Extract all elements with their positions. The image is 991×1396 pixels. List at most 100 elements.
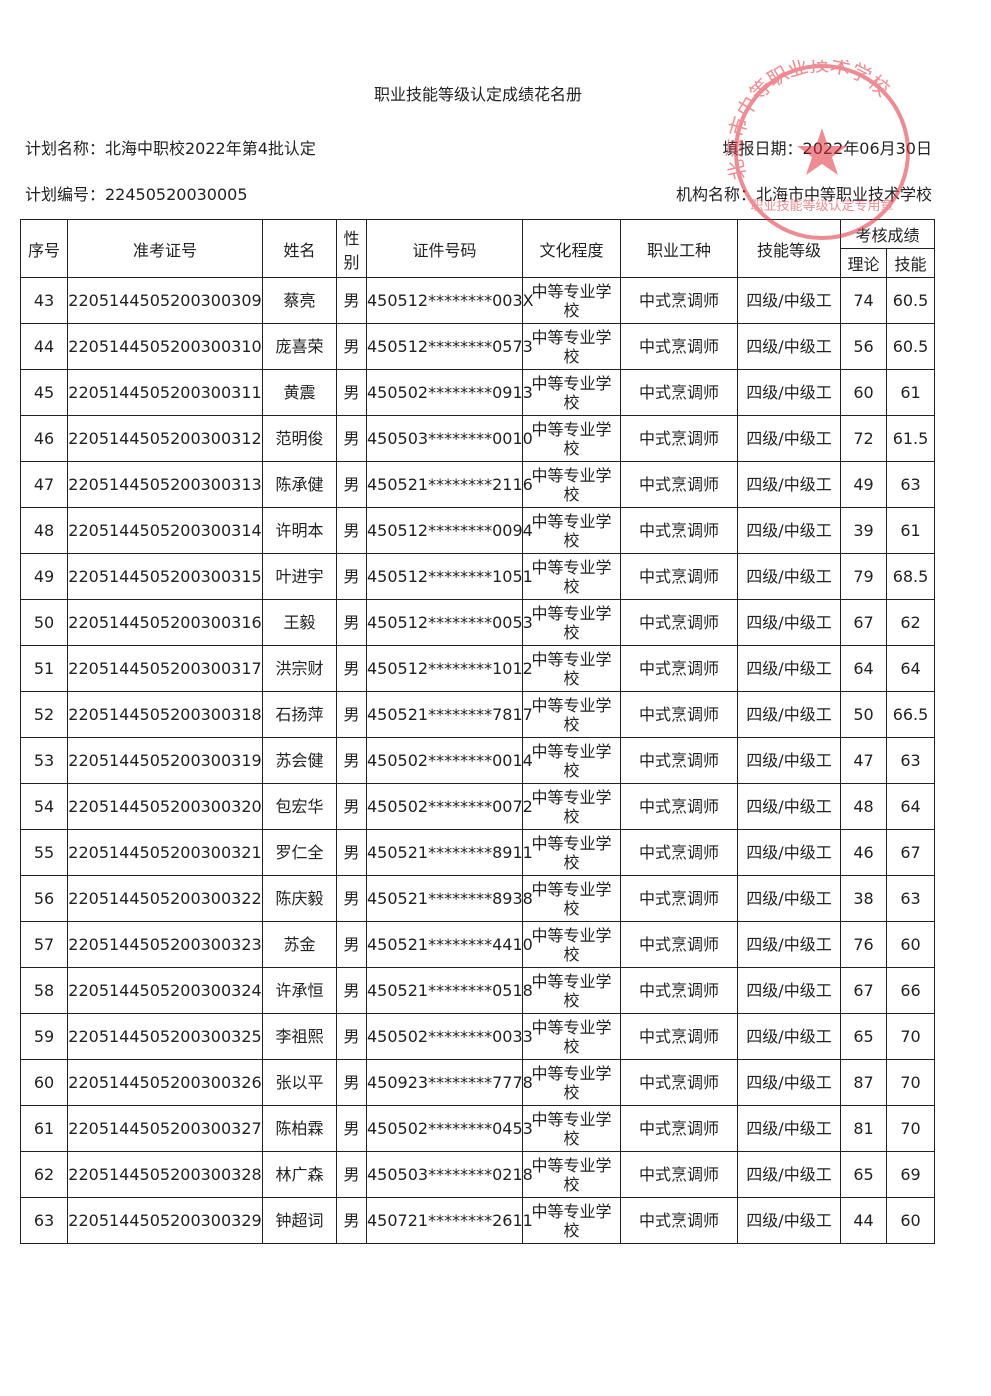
table-cell: 男 bbox=[336, 599, 367, 646]
table-cell: 中式烹调师 bbox=[620, 507, 738, 554]
table-cell: 2205144505200300313 bbox=[67, 461, 263, 508]
table-cell: 69 bbox=[885, 1151, 936, 1198]
table-cell: 中等专业学校 bbox=[522, 1197, 621, 1244]
table-cell: 中等专业学校 bbox=[522, 691, 621, 738]
table-cell: 450521********2116 bbox=[366, 461, 533, 508]
table-cell: 450512********1051 bbox=[366, 553, 533, 600]
table-cell: 450503********0218 bbox=[366, 1151, 533, 1198]
table-cell: 中等专业学校 bbox=[522, 1105, 621, 1152]
table-cell: 76 bbox=[840, 921, 887, 968]
table-cell: 四级/中级工 bbox=[737, 1059, 841, 1106]
table-cell: 中式烹调师 bbox=[620, 875, 738, 922]
table-cell: 中式烹调师 bbox=[620, 829, 738, 876]
table-cell: 2205144505200300324 bbox=[67, 967, 263, 1014]
table-cell: 59 bbox=[20, 1013, 68, 1060]
table-cell: 许明本 bbox=[262, 507, 337, 554]
table-row: 44 2205144505200300310 庞喜荣男 450512********0… bbox=[20, 323, 936, 370]
table-cell: 2205144505200300317 bbox=[67, 645, 263, 692]
header-row: 序号 准考证号 姓名 性别 证件号码 文化程度 职业工种 技能等级 考核成绩 bbox=[20, 219, 936, 278]
table-cell: 张以平 bbox=[262, 1059, 337, 1106]
table-cell: 65 bbox=[840, 1013, 887, 1060]
table-cell: 61 bbox=[885, 369, 936, 416]
table-cell: 60.5 bbox=[885, 323, 936, 370]
table-cell: 四级/中级工 bbox=[737, 967, 841, 1014]
table-cell: 中等专业学校 bbox=[522, 553, 621, 600]
table-cell: 51 bbox=[20, 645, 68, 692]
table-cell: 60 bbox=[885, 1197, 936, 1244]
table-cell: 79 bbox=[840, 553, 887, 600]
table-cell: 钟超词 bbox=[262, 1197, 337, 1244]
table-cell: 洪宗财 bbox=[262, 645, 337, 692]
table-cell: 中等专业学校 bbox=[522, 415, 621, 462]
table-cell: 叶进宇 bbox=[262, 553, 337, 600]
table-cell: 中式烹调师 bbox=[620, 645, 738, 692]
table-cell: 55 bbox=[20, 829, 68, 876]
table-row: 62 2205144505200300328 林广森男 450503********0… bbox=[20, 1151, 936, 1198]
table-row: 63 2205144505200300329 钟超词男 450721********2… bbox=[20, 1197, 936, 1244]
table-cell: 450521********0518 bbox=[366, 967, 533, 1014]
table-cell: 47 bbox=[840, 737, 887, 784]
column-header: 考核成绩 bbox=[839, 219, 936, 249]
table-cell: 2205144505200300314 bbox=[67, 507, 263, 554]
table-cell: 男 bbox=[336, 323, 367, 370]
table-cell: 中式烹调师 bbox=[620, 737, 738, 784]
table-cell: 苏金 bbox=[262, 921, 337, 968]
table-row: 51 2205144505200300317 洪宗财男 450512********1… bbox=[20, 645, 936, 692]
table-cell: 68.5 bbox=[885, 553, 936, 600]
table-cell: 46 bbox=[20, 415, 68, 462]
table-row: 58 2205144505200300324 许承恒男 450521********0… bbox=[20, 967, 936, 1014]
table-row: 53 2205144505200300319 苏会健男 450502********0… bbox=[20, 737, 936, 784]
subcolumn-header: 技能 bbox=[885, 248, 936, 278]
table-cell: 56 bbox=[20, 875, 68, 922]
table-cell: 中等专业学校 bbox=[522, 645, 621, 692]
table-cell: 67 bbox=[840, 599, 887, 646]
table-cell: 60 bbox=[20, 1059, 68, 1106]
table-cell: 男 bbox=[336, 277, 367, 324]
table-cell: 男 bbox=[336, 461, 367, 508]
table-cell: 44 bbox=[840, 1197, 887, 1244]
table-cell: 范明俊 bbox=[262, 415, 337, 462]
table-cell: 陈庆毅 bbox=[262, 875, 337, 922]
table-cell: 2205144505200300319 bbox=[67, 737, 263, 784]
table-cell: 81 bbox=[840, 1105, 887, 1152]
table-cell: 中式烹调师 bbox=[620, 599, 738, 646]
table-cell: 450512********1012 bbox=[366, 645, 533, 692]
table-cell: 39 bbox=[840, 507, 887, 554]
table-cell: 58 bbox=[20, 967, 68, 1014]
table-cell: 中等专业学校 bbox=[522, 507, 621, 554]
table-cell: 四级/中级工 bbox=[737, 783, 841, 830]
table-cell: 450721********2611 bbox=[366, 1197, 533, 1244]
table-row: 50 2205144505200300316 王毅男 450512********00… bbox=[20, 599, 936, 646]
table-cell: 74 bbox=[840, 277, 887, 324]
table-cell: 56 bbox=[840, 323, 887, 370]
table-cell: 450502********0014 bbox=[366, 737, 533, 784]
table-cell: 中等专业学校 bbox=[522, 277, 621, 324]
table-cell: 男 bbox=[336, 783, 367, 830]
table-cell: 男 bbox=[336, 645, 367, 692]
table-cell: 四级/中级工 bbox=[737, 645, 841, 692]
table-cell: 男 bbox=[336, 967, 367, 1014]
table-cell: 57 bbox=[20, 921, 68, 968]
table-row: 45 2205144505200300311 黄震男 450502********09… bbox=[20, 369, 936, 416]
table-cell: 中等专业学校 bbox=[522, 1013, 621, 1060]
table-cell: 四级/中级工 bbox=[737, 1197, 841, 1244]
table-cell: 男 bbox=[336, 1151, 367, 1198]
column-header: 职业工种 bbox=[620, 219, 738, 278]
table-cell: 450512********0094 bbox=[366, 507, 533, 554]
table-cell: 64 bbox=[885, 645, 936, 692]
table-cell: 50 bbox=[840, 691, 887, 738]
table-cell: 中等专业学校 bbox=[522, 1059, 621, 1106]
table-cell: 四级/中级工 bbox=[737, 737, 841, 784]
table-cell: 450521********8911 bbox=[366, 829, 533, 876]
table-cell: 四级/中级工 bbox=[737, 277, 841, 324]
table-cell: 王毅 bbox=[262, 599, 337, 646]
table-cell: 四级/中级工 bbox=[737, 875, 841, 922]
table-row: 56 2205144505200300322 陈庆毅男 450521********8… bbox=[20, 875, 936, 922]
table-cell: 53 bbox=[20, 737, 68, 784]
table-cell: 450502********0453 bbox=[366, 1105, 533, 1152]
table-cell: 中式烹调师 bbox=[620, 277, 738, 324]
table-cell: 2205144505200300316 bbox=[67, 599, 263, 646]
subcolumn-header: 理论 bbox=[840, 248, 887, 278]
table-cell: 男 bbox=[336, 507, 367, 554]
table-cell: 黄震 bbox=[262, 369, 337, 416]
